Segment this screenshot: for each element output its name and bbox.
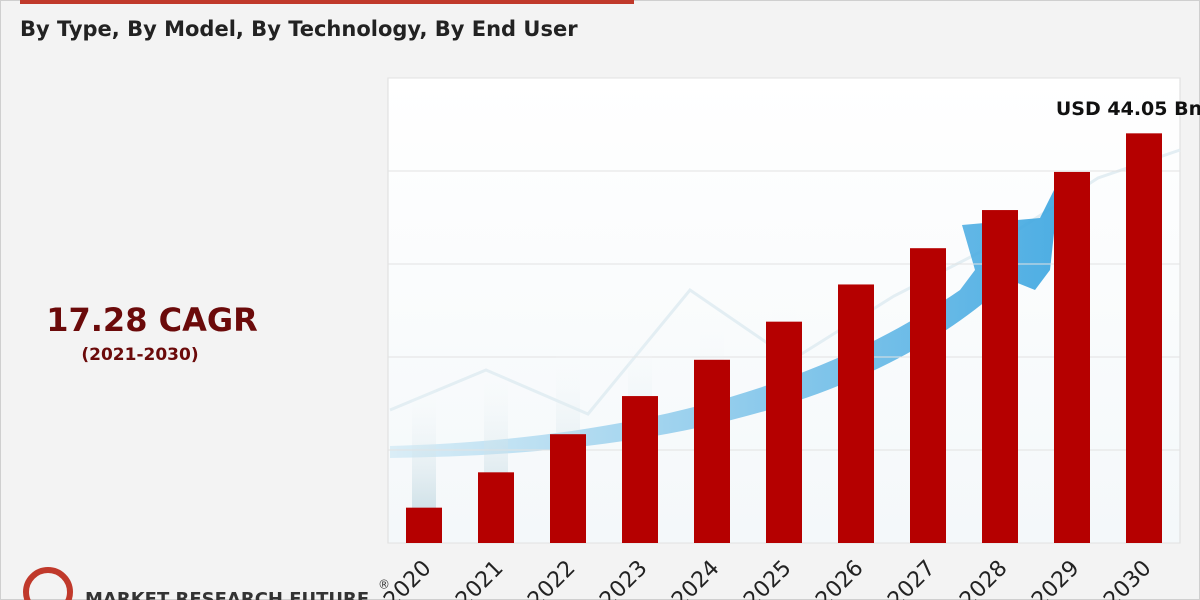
banner-edge bbox=[20, 0, 634, 4]
bar bbox=[694, 359, 730, 543]
bar bbox=[478, 472, 514, 543]
bar bbox=[406, 507, 442, 543]
bar bbox=[1126, 133, 1162, 543]
value-label: USD 44.05 Bn bbox=[1056, 98, 1200, 120]
subtitle: By Type, By Model, By Technology, By End… bbox=[20, 17, 578, 41]
logo-name: MARKET RESEARCH FUTURE bbox=[85, 589, 369, 600]
bar bbox=[550, 434, 586, 543]
bar bbox=[838, 284, 874, 543]
cagr: 17.28 CAGR bbox=[46, 301, 258, 339]
bar bbox=[982, 210, 1018, 543]
bar bbox=[1054, 171, 1090, 543]
logo-mark: ® bbox=[378, 578, 390, 592]
bar bbox=[766, 321, 802, 543]
bar bbox=[622, 396, 658, 543]
bar bbox=[910, 248, 946, 543]
logo-icon bbox=[23, 567, 73, 600]
cagr-period: (2021-2030) bbox=[81, 345, 198, 365]
